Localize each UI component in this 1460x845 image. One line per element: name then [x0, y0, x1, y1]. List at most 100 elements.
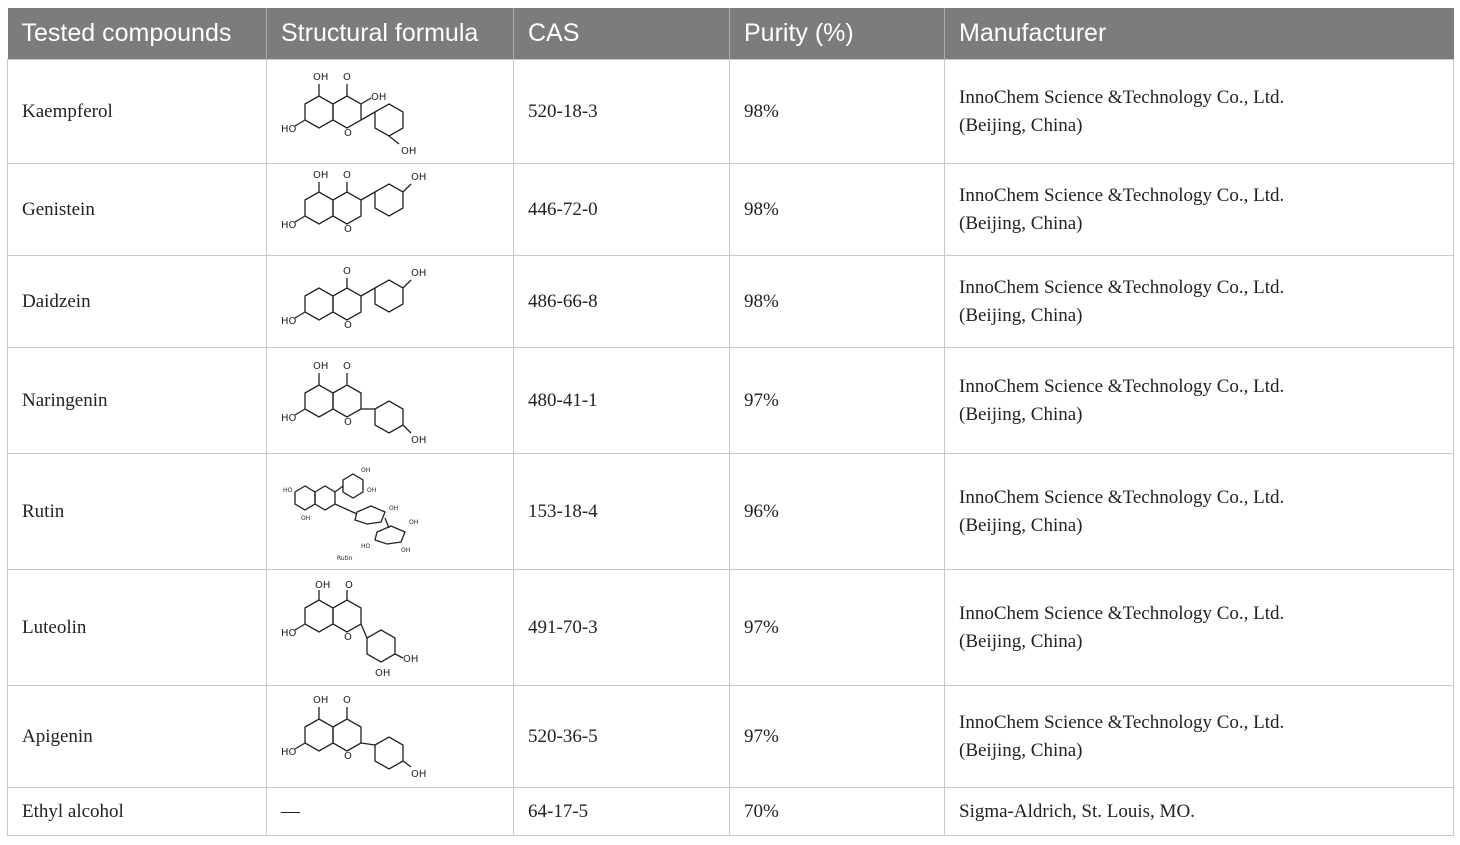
- purity-value: 98%: [729, 163, 945, 256]
- svg-text:OH: OH: [313, 361, 328, 372]
- svg-text:HO: HO: [361, 543, 371, 550]
- svg-text:HO: HO: [281, 124, 297, 135]
- cas-number: 520-36-5: [513, 685, 730, 788]
- manufacturer-name: InnoChem Science &Technology Co., Ltd.: [959, 602, 1285, 624]
- svg-text:OH: OH: [361, 467, 370, 474]
- manufacturer-location: (Beijing, China): [959, 304, 1083, 326]
- table-row: Luteolin OH O HO O OH OH: [7, 569, 1454, 686]
- svg-text:OH: OH: [315, 580, 330, 591]
- manufacturer-name: InnoChem Science &Technology Co., Ltd.: [959, 375, 1285, 397]
- naringenin-structure-image: OH O HO O OH: [281, 361, 426, 446]
- svg-text:OH: OH: [367, 487, 376, 494]
- manufacturer-location: (Beijing, China): [959, 739, 1083, 761]
- compound-name: Naringenin: [7, 347, 267, 454]
- kaempferol-structure-image: OH O OH HO O OH: [281, 72, 416, 157]
- luteolin-structure-image: OH O HO O OH OH: [281, 580, 418, 678]
- table-row: Daidzein O OH HO O 486-66-8 98% I: [7, 255, 1454, 348]
- svg-text:HO: HO: [281, 220, 297, 231]
- rutin-structure-image: HO OH OH OH OH OH HO OH Rutin: [283, 467, 418, 562]
- structural-formula-cell: HO OH OH OH OH OH HO OH Rutin: [266, 453, 514, 570]
- structural-formula-cell: —: [266, 787, 514, 836]
- table-row: Naringenin OH O HO O OH: [7, 347, 1454, 454]
- svg-text:OH: OH: [411, 268, 426, 279]
- manufacturer-name: InnoChem Science &Technology Co., Ltd.: [959, 486, 1285, 508]
- manufacturer-location: (Beijing, China): [959, 212, 1083, 234]
- svg-text:O: O: [343, 72, 351, 83]
- compound-name: Daidzein: [7, 255, 267, 348]
- manufacturer-name: InnoChem Science &Technology Co., Ltd.: [959, 86, 1285, 108]
- table-row: Kaempferol OH O OH HO O O: [7, 59, 1454, 164]
- svg-text:OH: OH: [411, 172, 426, 183]
- svg-text:O: O: [344, 224, 352, 235]
- cas-number: 491-70-3: [513, 569, 730, 686]
- apigenin-structure-image: OH O HO O OH: [281, 695, 426, 780]
- compound-name: Genistein: [7, 163, 267, 256]
- purity-value: 98%: [729, 255, 945, 348]
- purity-value: 97%: [729, 685, 945, 788]
- header-tested-compounds: Tested compounds: [7, 8, 267, 60]
- cas-number: 153-18-4: [513, 453, 730, 570]
- structural-formula-cell: OH O HO O OH: [266, 685, 514, 788]
- svg-text:O: O: [344, 128, 352, 139]
- purity-value: 97%: [729, 347, 945, 454]
- compound-name: Rutin: [7, 453, 267, 570]
- cas-number: 64-17-5: [513, 787, 730, 836]
- cas-number: 520-18-3: [513, 59, 730, 164]
- table-row: Rutin HO OH OH OH OH OH HO: [7, 453, 1454, 570]
- svg-text:O: O: [344, 417, 352, 428]
- svg-text:HO: HO: [281, 628, 297, 639]
- table-row: Ethyl alcohol — 64-17-5 70% Sigma-Aldric…: [7, 787, 1454, 836]
- svg-text:Rutin: Rutin: [337, 555, 353, 562]
- svg-text:OH: OH: [313, 72, 328, 83]
- purity-value: 96%: [729, 453, 945, 570]
- manufacturer-location: (Beijing, China): [959, 403, 1083, 425]
- purity-value: 98%: [729, 59, 945, 164]
- manufacturer-name: InnoChem Science &Technology Co., Ltd.: [959, 276, 1285, 298]
- svg-text:OH: OH: [375, 668, 390, 678]
- svg-text:O: O: [345, 580, 353, 591]
- header-cas: CAS: [513, 8, 730, 60]
- header-structural-formula: Structural formula: [266, 8, 514, 60]
- svg-text:OH: OH: [403, 654, 418, 665]
- manufacturer-cell: InnoChem Science &Technology Co., Ltd. (B…: [944, 453, 1454, 570]
- svg-text:O: O: [344, 632, 352, 643]
- structural-formula-cell: OH O OH HO O OH: [266, 59, 514, 164]
- header-manufacturer: Manufacturer: [944, 8, 1454, 60]
- structural-formula-cell: OH O OH HO O: [266, 163, 514, 256]
- manufacturer-name: InnoChem Science &Technology Co., Ltd.: [959, 711, 1285, 733]
- svg-text:O: O: [344, 751, 352, 762]
- table-row: Apigenin OH O HO O OH 52: [7, 685, 1454, 788]
- svg-text:O: O: [343, 361, 351, 372]
- manufacturer-cell: InnoChem Science &Technology Co., Ltd. (B…: [944, 569, 1454, 686]
- svg-text:OH: OH: [411, 435, 426, 446]
- svg-text:O: O: [343, 266, 351, 277]
- structural-formula-cell: O OH HO O: [266, 255, 514, 348]
- manufacturer-cell: Sigma-Aldrich, St. Louis, MO.: [944, 787, 1454, 836]
- manufacturer-name: Sigma-Aldrich, St. Louis, MO.: [959, 800, 1195, 822]
- compound-name: Ethyl alcohol: [7, 787, 267, 836]
- cas-number: 446-72-0: [513, 163, 730, 256]
- svg-text:O: O: [343, 170, 351, 181]
- svg-text:OH: OH: [371, 92, 386, 103]
- compound-name: Apigenin: [7, 685, 267, 788]
- structural-formula-cell: OH O HO O OH OH: [266, 569, 514, 686]
- manufacturer-location: (Beijing, China): [959, 630, 1083, 652]
- svg-text:O: O: [344, 320, 352, 331]
- svg-text:HO: HO: [281, 316, 297, 327]
- cas-number: 486-66-8: [513, 255, 730, 348]
- daidzein-structure-image: O OH HO O: [281, 266, 426, 331]
- table-row: Genistein OH O OH HO O 4: [7, 163, 1454, 256]
- genistein-structure-image: OH O OH HO O: [281, 170, 426, 235]
- svg-text:HO: HO: [283, 487, 293, 494]
- purity-value: 70%: [729, 787, 945, 836]
- manufacturer-cell: InnoChem Science &Technology Co., Ltd. (B…: [944, 163, 1454, 256]
- manufacturer-name: InnoChem Science &Technology Co., Ltd.: [959, 184, 1285, 206]
- svg-text:HO: HO: [281, 413, 297, 424]
- svg-text:OH: OH: [313, 695, 328, 706]
- svg-text:OH: OH: [401, 547, 410, 554]
- svg-text:OH: OH: [401, 146, 416, 157]
- cas-number: 480-41-1: [513, 347, 730, 454]
- compound-name: Luteolin: [7, 569, 267, 686]
- svg-text:OH: OH: [409, 519, 418, 526]
- structural-formula-cell: OH O HO O OH: [266, 347, 514, 454]
